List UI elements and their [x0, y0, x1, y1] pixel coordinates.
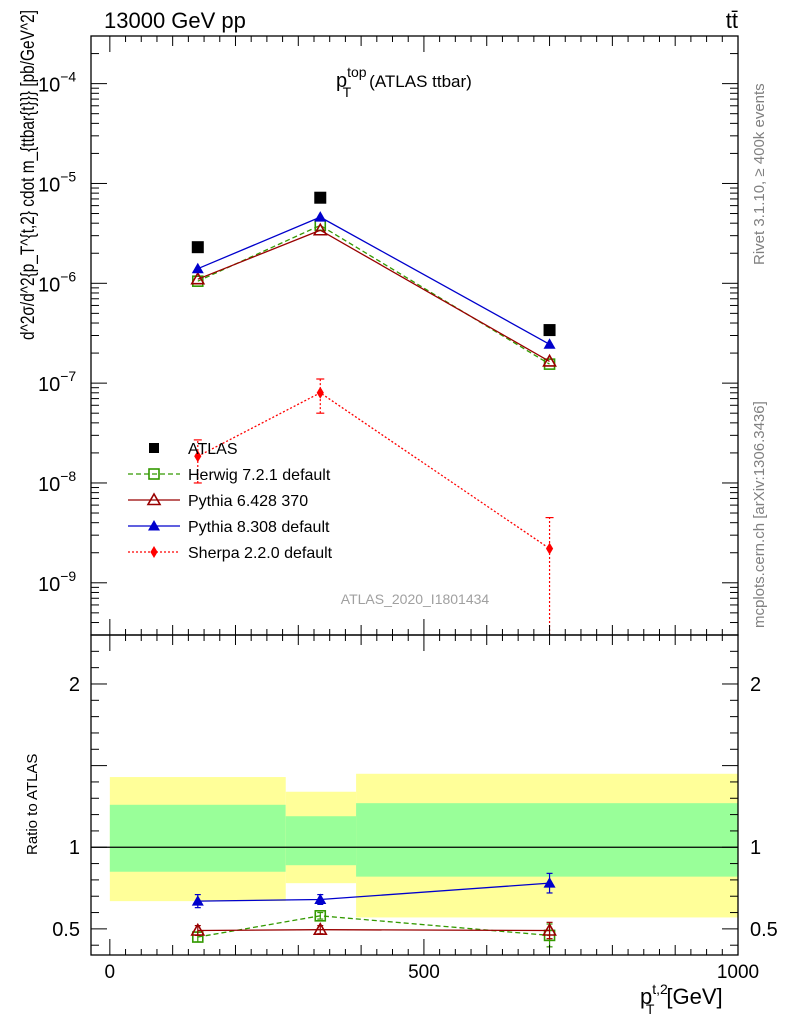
main-y-tick-label: 10−8: [38, 468, 76, 496]
main-series-marker: [542, 353, 557, 367]
legend-marker: [150, 546, 158, 558]
stat-uncertainty-band: [285, 816, 357, 866]
main-y-tick-label: 10−5: [38, 168, 76, 196]
ratio-series-marker: [312, 922, 328, 935]
main-series-line: [197, 216, 550, 345]
ratio-y-tick-label-left: 1: [69, 837, 80, 859]
main-series-marker: [191, 262, 204, 274]
legend-label: Pythia 8.308 default: [188, 519, 330, 536]
ratio-y-tick-label-right: 1: [750, 837, 761, 859]
mcplots-label: mcplots.cern.ch [arXiv:1306.3436]: [751, 401, 768, 628]
x-axis-label: pt,2 T [GeV]: [640, 981, 723, 1017]
ratio-y-axis-label: Ratio to ATLAS: [24, 754, 41, 855]
ratio-y-tick-label-left: 2: [69, 674, 80, 696]
title-subscript: T: [343, 84, 352, 100]
ratio-uncertainty-bands: [91, 773, 738, 918]
legend-label: ATLAS: [188, 441, 238, 458]
main-series-marker: [543, 324, 556, 337]
analysis-watermark: ATLAS_2020_I1801434: [341, 591, 490, 607]
x-label-superscript: t,2: [652, 981, 668, 997]
x-label-unit: [GeV]: [666, 984, 722, 1009]
main-series-marker: [316, 386, 324, 399]
main-series-marker: [190, 271, 206, 285]
x-tick-label: 1000: [717, 962, 759, 983]
ratio-y-tick-label-right: 0.5: [750, 919, 778, 941]
stat-uncertainty-band: [356, 803, 738, 877]
ratio-series-marker: [314, 910, 327, 922]
ratio-series-marker: [314, 893, 327, 904]
main-series-marker: [312, 222, 328, 236]
legend-marker: [148, 520, 160, 531]
main-y-tick-label: 10−6: [38, 268, 76, 296]
main-series-marker: [194, 450, 202, 463]
main-y-tick-label: 10−4: [38, 69, 76, 97]
ratio-series-marker: [190, 922, 206, 936]
series-layer: [190, 191, 557, 948]
legend-label: Herwig 7.2.1 default: [188, 467, 331, 484]
ratio-series-line: [197, 929, 550, 932]
legend: ATLAS Herwig 7.2.1 default Pythia 6.428 37…: [128, 441, 333, 562]
x-label-subscript: T: [646, 1001, 655, 1017]
title-superscript: top: [347, 64, 367, 80]
main-y-tick-label: 10−7: [38, 368, 76, 396]
main-series-marker: [191, 241, 204, 254]
main-y-axis-label: d^2σ/d^2{p_T^{t,2} cdot m_{ttbar{t}}} [p…: [18, 10, 39, 340]
legend-label: Pythia 6.428 370: [188, 493, 308, 510]
ratio-series-marker: [191, 895, 204, 906]
process-label: 13000 GeV pp: [104, 8, 246, 33]
stat-uncertainty-band: [109, 804, 286, 872]
main-series-line: [197, 229, 550, 362]
x-label-symbol: p: [640, 984, 652, 1009]
ratio-y-tick-label-left: 0.5: [52, 919, 80, 941]
legend-marker: [146, 492, 162, 506]
legend-marker: [149, 443, 159, 453]
main-series-marker: [314, 191, 327, 204]
plot-title: ptop T (ATLAS ttbar): [336, 64, 472, 100]
ratio-series-marker: [542, 922, 557, 936]
final-state-label: tt̄: [726, 8, 738, 33]
ratio-y-tick-label-right: 2: [750, 674, 761, 696]
main-series-marker: [314, 211, 327, 222]
main-y-tick-label: 10−9: [38, 568, 76, 596]
title-symbol: p: [336, 70, 347, 92]
rivet-label: Rivet 3.1.10, ≥ 400k events: [751, 83, 768, 265]
legend-label: Sherpa 2.2.0 default: [188, 545, 333, 562]
plot-frames: 0 500 1000 10−9 10−8 10−7 10−6 10−5 10−4 0.5 0.5 1 1…: [38, 35, 778, 983]
ratio-plot-frame: [90, 634, 739, 956]
x-tick-label: 500: [408, 962, 440, 983]
main-series-marker: [543, 338, 556, 349]
title-text: (ATLAS ttbar): [369, 72, 472, 91]
legend-marker: [148, 468, 160, 480]
ratio-series-line: [197, 915, 550, 938]
x-tick-label: 0: [105, 962, 116, 983]
ratio-series-marker: [543, 877, 556, 888]
main-series-marker: [545, 542, 554, 555]
